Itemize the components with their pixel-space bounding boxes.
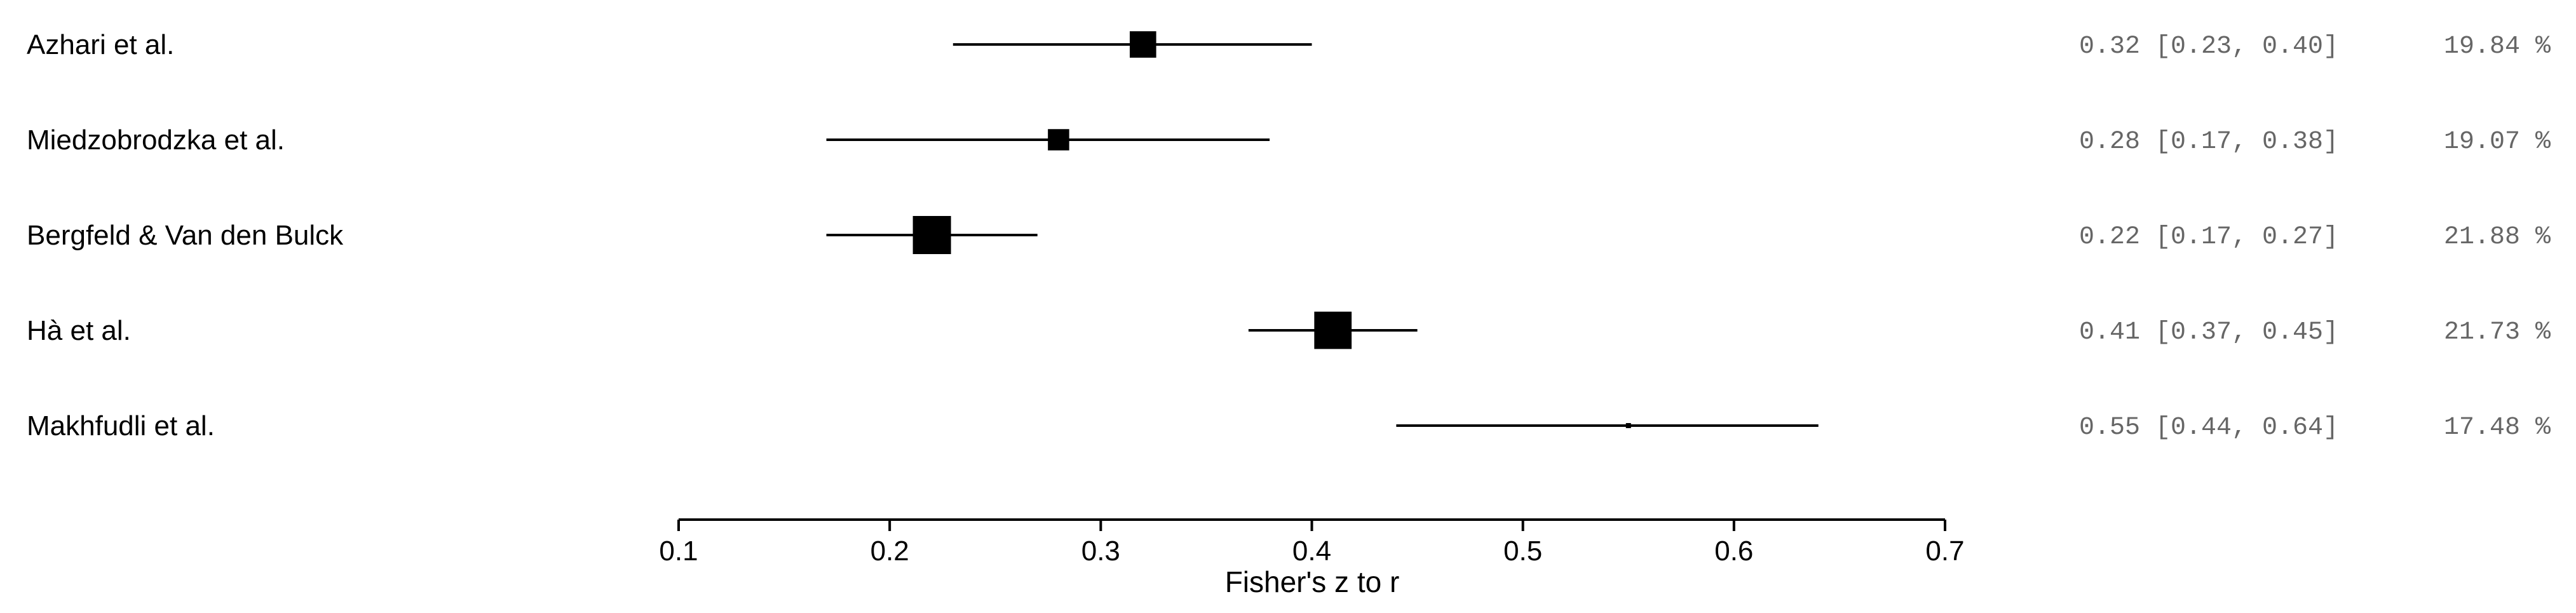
effect-size-ci: 0.32 [0.23, 0.40]: [2079, 32, 2338, 61]
study-label: Bergfeld & Van den Bulck: [27, 220, 344, 251]
point-estimate: [1314, 311, 1352, 349]
study-weight: 21.73 %: [2444, 318, 2551, 347]
x-tick-label: 0.6: [1714, 536, 1753, 567]
x-axis-title: Fisher's z to r: [1225, 565, 1400, 598]
study-rows: Azhari et al. 0.32 [0.23, 0.40] 19.84 % Mie…: [27, 29, 2551, 442]
study-row: Makhfudli et al. 0.55 [0.44, 0.64] 17.48 %: [27, 410, 2551, 442]
study-weight: 19.84 %: [2444, 32, 2551, 61]
x-tick-label: 0.5: [1503, 536, 1542, 567]
effect-size-ci: 0.55 [0.44, 0.64]: [2079, 414, 2338, 442]
study-weight: 21.88 %: [2444, 223, 2551, 252]
point-estimate: [1048, 129, 1069, 151]
point-estimate: [1625, 423, 1631, 428]
study-weight: 17.48 %: [2444, 414, 2551, 442]
study-label: Hà et al.: [27, 315, 131, 346]
study-label: Azhari et al.: [27, 29, 174, 60]
effect-size-ci: 0.28 [0.17, 0.38]: [2079, 128, 2338, 156]
study-weight: 19.07 %: [2444, 128, 2551, 156]
effect-size-ci: 0.41 [0.37, 0.45]: [2079, 318, 2338, 347]
x-tick-label: 0.1: [659, 536, 698, 567]
point-estimate: [912, 216, 951, 254]
study-row: Azhari et al. 0.32 [0.23, 0.40] 19.84 %: [27, 29, 2551, 61]
study-label: Miedzobrodzka et al.: [27, 125, 285, 156]
x-tick-label: 0.2: [871, 536, 909, 567]
x-tick-label: 0.4: [1292, 536, 1331, 567]
x-tick-label: 0.7: [1925, 536, 1964, 567]
study-row: Bergfeld & Van den Bulck 0.22 [0.17, 0.27…: [27, 216, 2551, 254]
x-tick-label: 0.3: [1081, 536, 1120, 567]
point-estimate: [1129, 31, 1156, 58]
effect-size-ci: 0.22 [0.17, 0.27]: [2079, 223, 2338, 252]
study-row: Miedzobrodzka et al. 0.28 [0.17, 0.38] 19.…: [27, 125, 2551, 156]
study-label: Makhfudli et al.: [27, 410, 215, 441]
study-row: Hà et al. 0.41 [0.37, 0.45] 21.73 %: [27, 311, 2551, 349]
x-axis: 0.1 0.2 0.3 0.4 0.5 0.6 0.7: [659, 518, 1965, 567]
